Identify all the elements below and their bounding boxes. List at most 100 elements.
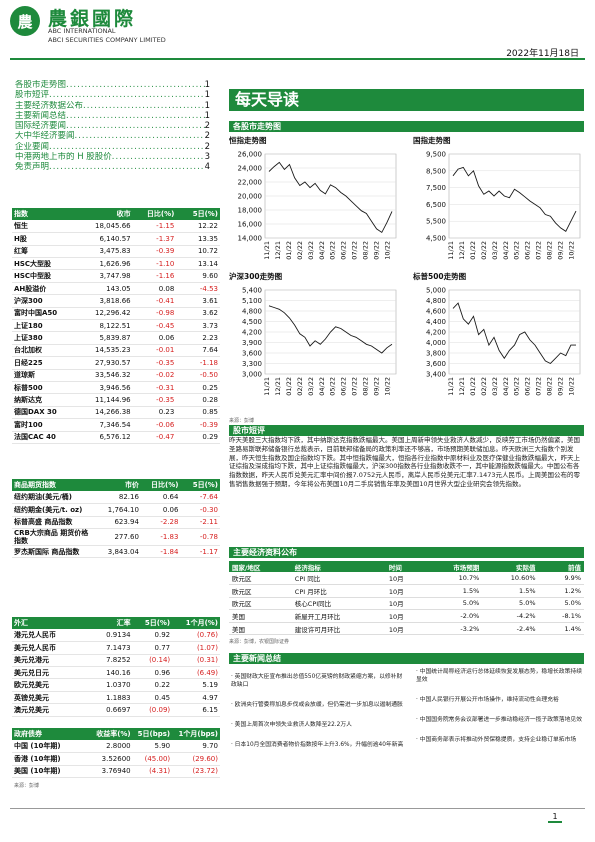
chart-panel: 恒指走势图 26,000 24,000 22,000 20,000 18,000 16,00… <box>229 135 397 260</box>
econ-cell: 1.5% <box>423 584 483 598</box>
x-tick-label: 02/22 <box>296 377 304 396</box>
table-header: 1个月(bps) <box>172 728 220 741</box>
table-row: 美元兑人民币 7.1473 0.77 (1.07) <box>12 641 220 655</box>
y-tick-label: 3,300 <box>242 360 262 368</box>
econ-cell: 10.7% <box>423 572 483 586</box>
table-row: 美元兑日元 140.16 0.96 (6.49) <box>12 666 220 680</box>
table-row: 纽约期金(美元/t. oz) 1,764.10 0.06 -0.30 <box>12 503 220 517</box>
table-row: 标普500 3,946.56 -0.31 0.25 <box>12 381 220 395</box>
y-tick-label: 4,500 <box>242 318 262 326</box>
x-tick-label: 01/22 <box>285 377 293 396</box>
news-item[interactable]: · 中国人民银行开展公开市场操作，维持流动性合理充裕 <box>416 697 559 703</box>
toc-item[interactable]: 国际经济要闻..................................… <box>15 121 210 131</box>
table-cell: 美元兑港元 <box>12 654 87 668</box>
table-cell: 港元兑人民币 <box>12 629 87 643</box>
toc-item[interactable]: 企业要闻....................................… <box>15 142 210 152</box>
table-row: 欧元兑美元 1.0370 0.22 5.19 <box>12 678 220 692</box>
x-tick-label: 05/22 <box>513 377 521 396</box>
table-cell: 2.23 <box>176 331 220 345</box>
commodity-table-wrap: 商品期货指数 市价 日比(%) 5日(%) 纽约期油(美元/桶) 82.16 0.64 -7.… <box>12 479 220 559</box>
table-header: 1个月(%) <box>172 617 220 630</box>
economic-table-wrap: 国家/地区 经济指标 时间 市场预期 实际值 前值 欧元区 CPI 同比 10月 10.7% 10.… <box>229 561 584 636</box>
table-cell: (0.76) <box>172 629 220 643</box>
table-row: H股 6,140.57 -1.37 13.35 <box>12 232 220 246</box>
table-cell: 沪深300 <box>12 294 83 308</box>
toc-item[interactable]: 股市短评....................................… <box>15 90 210 100</box>
table-cell: 7.8252 <box>86 654 133 668</box>
news-item[interactable]: · 英国财政大臣宣布推出总值550亿英镑的财政紧缩方案，以修补财政缺口 <box>231 674 403 688</box>
econ-cell: 建设许可月环比 <box>291 622 386 636</box>
table-row: 上证380 5,839.87 0.06 2.23 <box>12 331 220 345</box>
toc-item-page: 2 <box>204 121 210 132</box>
table-header: 5日(%) <box>132 617 173 630</box>
commentary-text: 昨天美股三大指数均下跌，其中纳斯达克指数跌幅最大。美国上周新申领失业救济人数减少… <box>229 436 580 488</box>
table-header: 收益率(%) <box>86 728 133 741</box>
x-tick-label: 05/22 <box>329 241 337 260</box>
table-header: 政府债券 <box>12 728 87 741</box>
table-cell: 上证380 <box>12 331 83 345</box>
table-row: 美元兑港元 7.8252 (0.14) (0.31) <box>12 654 220 668</box>
table-row: 纽约期油(美元/桶) 82.16 0.64 -7.64 <box>12 491 220 505</box>
econ-cell: -2.4% <box>482 622 539 636</box>
table-cell: 11,144.96 <box>82 393 133 407</box>
stock-charts-section-header: 各股市走势图 <box>229 121 584 132</box>
charts-area: 恒指走势图 26,000 24,000 22,000 20,000 18,000 16,00… <box>229 134 584 414</box>
news-item[interactable]: · 中国国务院常务会议部署进一步推动稳经济一揽子政策落地见效 <box>416 717 582 723</box>
econ-cell: CPI 同比 <box>291 572 386 586</box>
table-cell: 3.73 <box>176 319 220 333</box>
table-header: 5日(bps) <box>132 728 173 741</box>
charts-svg: 恒指走势图 26,000 24,000 22,000 20,000 18,000 16,00… <box>229 135 581 396</box>
x-tick-label: 07/22 <box>351 377 359 396</box>
toc-item[interactable]: 免责声明....................................… <box>15 162 210 172</box>
toc-item-label: 主要新闻总结 <box>15 110 67 121</box>
news-item[interactable]: · 日本10月全国消费者物价指数按年上升3.6%，升幅创逾40年新高 <box>231 742 404 748</box>
toc-item-page: 1 <box>204 100 210 111</box>
econ-cell: 5.0% <box>538 597 584 611</box>
econ-cell: 10月 <box>385 622 424 636</box>
table-cell: 5.90 <box>132 740 173 754</box>
news-item[interactable]: · 美国上周首次申领失业救济人数降至22.2万人 <box>231 722 352 728</box>
table-cell: 0.22 <box>132 678 173 692</box>
x-tick-label: 05/22 <box>513 241 521 260</box>
table-cell: 纽约期油(美元/桶) <box>12 491 96 505</box>
table-cell: 法国CAC 40 <box>12 431 83 444</box>
bond-table: 政府债券 收益率(%) 5日(bps) 1个月(bps) 中国 (10年期) 2.8000… <box>12 728 220 779</box>
y-tick-label: 5,100 <box>242 297 262 305</box>
table-cell: 10.72 <box>176 245 220 259</box>
table-cell: -2.28 <box>140 516 181 530</box>
y-tick-label: 24,000 <box>238 165 263 173</box>
news-item[interactable]: · 中国商务部表示将推动外贸保稳提质，支持企业稳订单拓市场 <box>416 737 577 743</box>
economic-table: 国家/地区 经济指标 时间 市场预期 实际值 前值 欧元区 CPI 同比 10月 10.7% 10.… <box>229 561 584 636</box>
toc-item[interactable]: 中港两地上市的 H 股股价...........................… <box>15 152 210 162</box>
x-tick-label: 04/22 <box>502 241 510 260</box>
table-cell: 道琼斯 <box>12 369 83 382</box>
table-cell: 82.16 <box>95 491 141 505</box>
toc-item-label: 各股市走势图 <box>15 80 67 90</box>
x-tick-label: 06/22 <box>524 377 532 396</box>
table-cell: 12.22 <box>176 220 220 234</box>
table-cell: 143.05 <box>82 282 133 296</box>
table-cell: (6.49) <box>172 666 220 680</box>
table-cell: 9.60 <box>176 269 220 283</box>
econ-cell: 10月 <box>385 584 424 598</box>
toc-item[interactable]: 各股市走势图..................................… <box>15 80 210 90</box>
table-cell: 标普500 <box>12 381 83 395</box>
table-cell: -1.18 <box>176 356 220 370</box>
table-cell: -0.78 <box>180 528 220 547</box>
toc-item[interactable]: 主要新闻总结..................................… <box>15 111 210 121</box>
table-cell: 富时100 <box>12 418 83 432</box>
econ-header: 前值 <box>538 561 584 572</box>
x-tick-label: 02/22 <box>480 377 488 396</box>
news-item[interactable]: · 欧洲央行管委称加息步伐或会放缓，但仍需进一步加息以遏制通胀 <box>231 702 403 708</box>
y-tick-label: 3,600 <box>242 350 262 358</box>
toc-item[interactable]: 大中华经济要闻.................................… <box>15 131 210 141</box>
news-item[interactable]: · 中国统计局称经济运行总体延续恢复发展态势，稳增长政策持续显效 <box>416 669 582 683</box>
econ-cell: 1.2% <box>538 584 584 598</box>
table-cell: 台北加权 <box>12 344 83 358</box>
x-tick-label: 06/22 <box>340 241 348 260</box>
x-tick-label: 06/22 <box>340 377 348 396</box>
y-tick-label: 3,900 <box>242 339 262 347</box>
toc-item-label: 股市短评 <box>15 90 50 101</box>
toc-item[interactable]: 主要经济数据公布................................… <box>15 101 210 111</box>
econ-cell: 美国 <box>229 609 292 623</box>
